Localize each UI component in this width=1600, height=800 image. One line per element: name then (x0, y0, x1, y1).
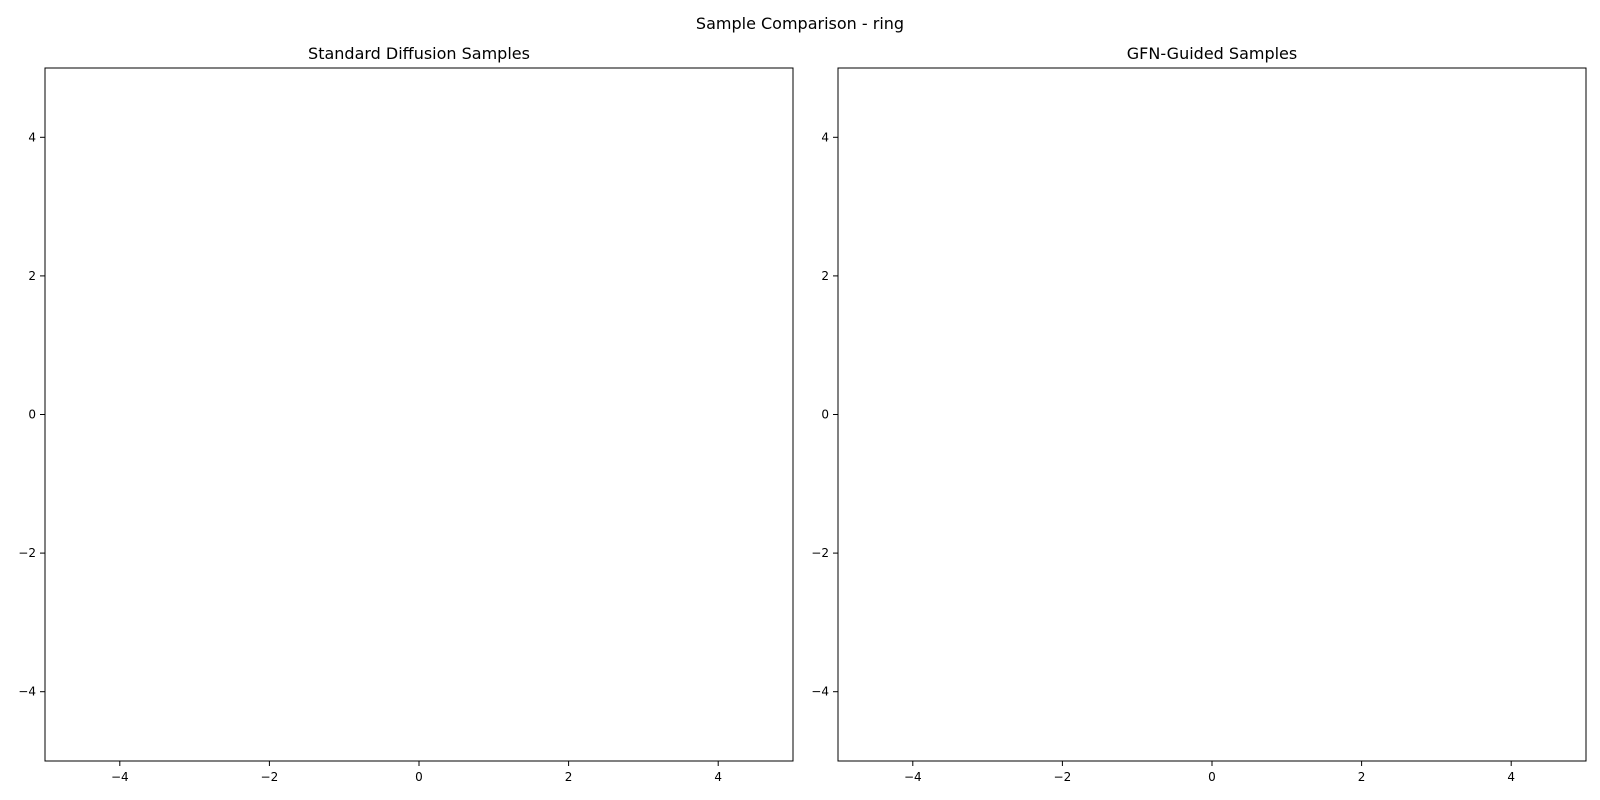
left-x-tick-label: −4 (111, 770, 129, 784)
left-y-tick-label: −4 (18, 685, 36, 699)
right-y-tick-label: 0 (821, 408, 829, 422)
right-x-tick-label: −4 (904, 770, 922, 784)
right-y-tick-label: −2 (811, 546, 829, 560)
left-x-tick-label: −2 (261, 770, 279, 784)
figure-suptitle: Sample Comparison - ring (696, 14, 904, 33)
right-subplot: GFN-Guided Samples −4 −2 0 2 4 −4 −2 0 2 4 (811, 44, 1587, 784)
right-x-tick-label: 4 (1507, 770, 1515, 784)
left-y-tick-label: −2 (18, 546, 36, 560)
left-y-tick-label: 0 (28, 408, 36, 422)
right-y-tick-label: −4 (811, 685, 829, 699)
left-y-tick-label: 2 (28, 269, 36, 283)
left-x-tick-label: 2 (565, 770, 573, 784)
left-subplot: Standard Diffusion Samples −4 −2 0 2 4 −4 −2 0 2 4 (18, 44, 794, 784)
left-x-tick-label: 4 (714, 770, 722, 784)
right-x-tick-label: 0 (1208, 770, 1216, 784)
left-plot-frame (44, 67, 794, 762)
right-plot-frame (837, 67, 1587, 762)
left-y-tick-label: 4 (28, 130, 36, 144)
right-x-tick-label: 2 (1358, 770, 1366, 784)
left-subplot-title: Standard Diffusion Samples (308, 44, 530, 63)
right-y-tick-label: 2 (821, 269, 829, 283)
right-y-tick-label: 4 (821, 130, 829, 144)
right-x-tick-label: −2 (1054, 770, 1072, 784)
right-subplot-title: GFN-Guided Samples (1127, 44, 1297, 63)
left-x-tick-label: 0 (415, 770, 423, 784)
